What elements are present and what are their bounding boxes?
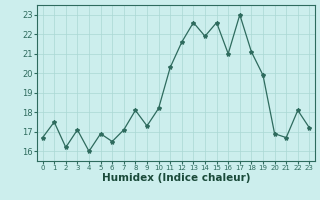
X-axis label: Humidex (Indice chaleur): Humidex (Indice chaleur) (102, 173, 250, 183)
